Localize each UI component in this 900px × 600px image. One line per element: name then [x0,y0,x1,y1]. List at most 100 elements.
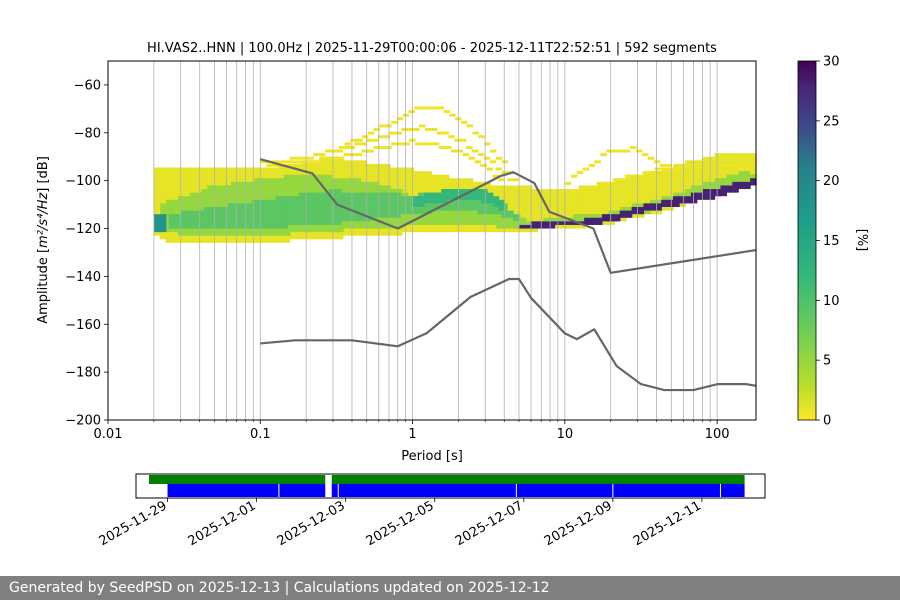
density-cell-band-0 [661,167,669,211]
sparse-cell-1 [492,174,499,178]
sparse-cell-0 [336,149,344,153]
density-cell-band-2 [269,199,277,229]
x-tick-label: 0.01 [94,427,123,442]
noise-model-nlnm [260,277,757,392]
colorbar-tick-label: 10 [823,294,840,309]
sparse-cell-4 [588,185,596,189]
sparse-cell-4 [720,163,727,167]
colorbar: 0 5 10 15 20 25 30 [%] [797,55,869,429]
density-cell-band-2 [323,192,330,225]
density-cell-band-2 [507,210,514,218]
density-cell-band-2 [513,214,520,222]
sparse-cell-3 [564,181,572,185]
sparse-cell-0 [260,160,267,164]
sparse-cell-4 [678,167,685,171]
density-cell-band-1 [449,199,456,225]
density-cell-band-3 [424,192,431,204]
density-cell-band-2 [251,199,259,229]
density-cell-band-0 [667,167,674,211]
density-cell-band-2 [245,203,253,229]
density-cell-band-4 [566,221,573,225]
sparse-cell-2 [425,106,433,110]
sparse-cell-1 [480,163,487,167]
density-cell-band-0 [614,178,621,222]
sparse-cell-0 [454,138,461,142]
sparse-cell-4 [702,163,709,167]
density-cell-band-2 [227,203,235,229]
sparse-cell-2 [414,106,421,110]
colorbar-tick-label: 15 [823,234,840,249]
sparse-cell-3 [612,149,619,153]
x-axis-label: Period [s] [401,449,463,464]
sparse-cell-3 [630,145,637,149]
sparse-cell-0 [436,131,444,135]
sparse-cell-1 [343,153,351,157]
sparse-cell-0 [424,128,432,132]
density-cell-band-2 [317,192,324,225]
sparse-cell-1 [331,156,339,160]
sparse-cell-0 [283,160,291,164]
density-cell-band-1 [514,214,521,229]
psd-plot: 0.01 0.1 1 10 100 −60 −80 −100 −120 −140 −160 −180… [65,60,757,442]
sparse-cell-1 [301,160,309,164]
sparse-cell-0 [471,149,479,153]
sparse-cell-3 [576,171,584,175]
sparse-cell-0 [419,124,426,128]
density-cell-band-4 [530,221,538,229]
sparse-cell-1 [403,142,410,146]
sparse-cell-3 [618,149,625,153]
sparse-cell-0 [377,135,385,139]
density-cell-band-1 [443,199,450,225]
density-cell-band-4 [702,189,710,200]
density-cell-band-2 [239,203,247,229]
density-cell-band-0 [153,167,161,236]
y-label-suffix: ] [dB] [36,156,51,193]
density-cell-band-0 [696,160,704,200]
density-cell-band-1 [502,210,509,229]
y-axis-ticks: −60 −80 −100 −120 −140 −160 −180 −200 [65,78,108,429]
grid-lines [153,61,718,420]
density-cell-band-2 [216,206,223,229]
density-cell-band-2 [364,192,372,222]
density-cell-band-0 [602,181,610,225]
density-cell-band-4 [519,224,526,229]
timeline-tick-label: 2025-12-01 [186,498,259,549]
density-cell-band-4 [560,221,567,225]
density-cell-band-2 [370,192,378,218]
density-cell-band-0 [608,181,615,225]
density-cell-band-1 [520,217,527,229]
density-cell-band-2 [376,192,384,218]
timeline-green-segment [331,475,745,484]
sparse-cell-0 [272,160,279,164]
sparse-cell-2 [513,178,520,182]
density-cell-band-4 [720,185,727,197]
sparse-cell-3 [588,163,596,167]
density-cell-band-1 [573,214,580,225]
sparse-cell-1 [426,142,434,146]
sparse-cell-1 [420,142,428,146]
x-tick-label: 0.1 [250,427,271,442]
sparse-cell-0 [466,145,473,149]
density-cell-band-3 [487,192,494,204]
sparse-cell-4 [684,163,691,167]
density-cell-band-0 [513,185,521,233]
density-cell-band-4 [572,221,579,225]
y-label-text: Amplitude [ [36,248,51,324]
sparse-cell-1 [361,149,368,153]
sparse-cell-0 [389,131,397,135]
sparse-cell-4 [594,185,602,189]
density-cell-band-3 [418,196,425,207]
density-cell-band-1 [549,217,557,225]
density-cell-band-2 [346,192,354,222]
density-cell-band-0 [637,174,645,218]
sparse-cell-4 [660,167,667,171]
density-cell-band-2 [186,210,193,229]
density-cell-band-1 [461,199,468,225]
sparse-cell-2 [356,138,363,142]
density-cell-band-4 [596,217,603,225]
density-cell-band-4 [649,203,656,211]
sparse-cell-2 [437,106,445,110]
colorbar-tick-label: 0 [823,414,831,429]
density-cell-band-0 [508,185,515,233]
y-tick-label: −160 [65,318,101,333]
